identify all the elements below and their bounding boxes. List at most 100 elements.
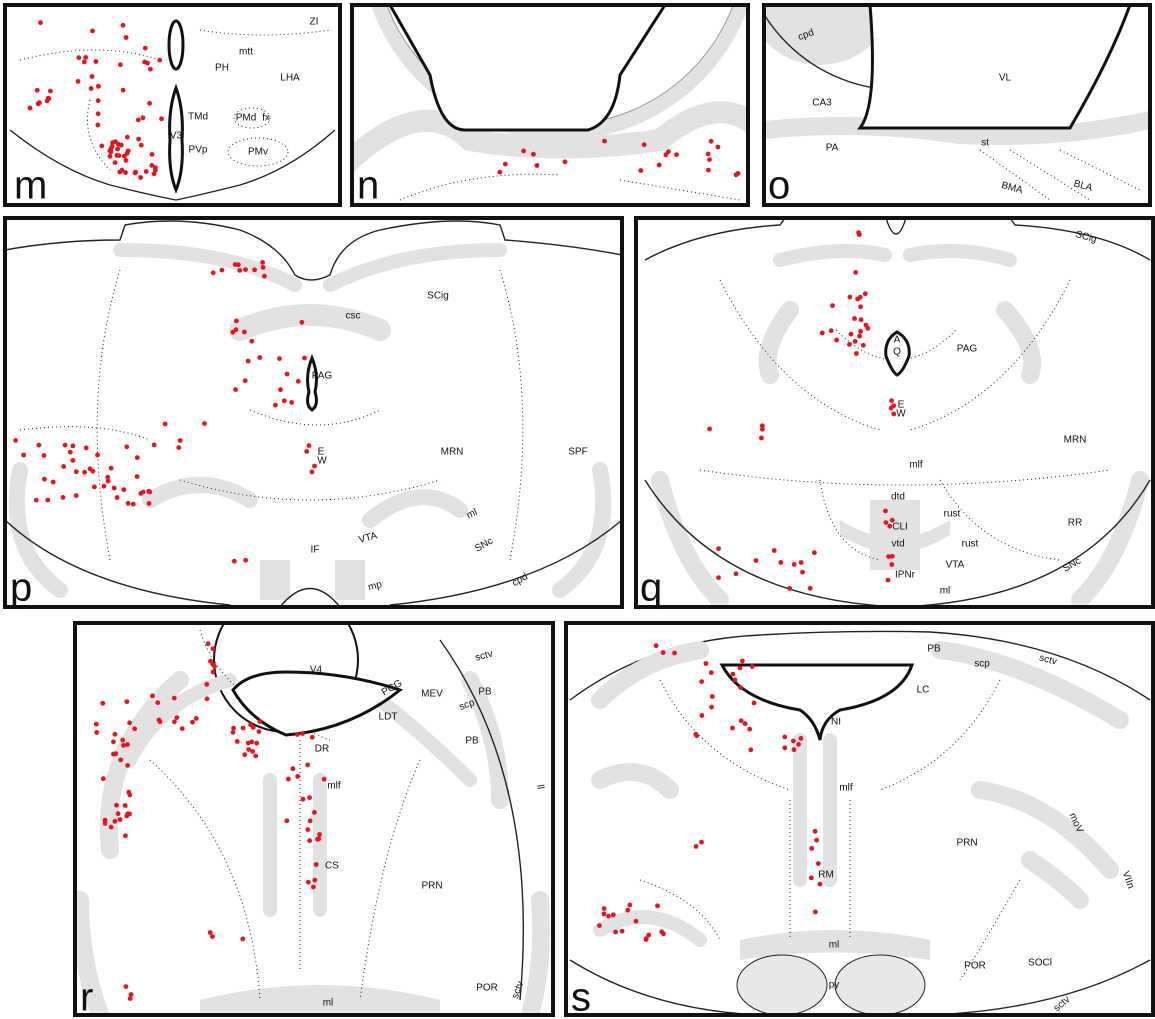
labeled-cell <box>231 726 236 731</box>
labeled-cell <box>834 338 839 343</box>
labeled-cell <box>890 554 895 559</box>
labeled-cell <box>204 682 209 687</box>
labeled-cell <box>886 578 891 583</box>
region-label: sctv <box>474 649 494 664</box>
region-label: CLI <box>892 522 908 533</box>
labeled-cell <box>796 742 801 747</box>
labeled-cell <box>613 930 618 935</box>
labeled-cell <box>138 491 143 496</box>
labeled-cell <box>809 876 814 881</box>
labeled-cell <box>300 320 305 325</box>
region-label: PMd <box>236 113 257 124</box>
labeled-cell <box>602 906 607 911</box>
labeled-cell <box>121 88 126 93</box>
labeled-cell <box>125 742 130 747</box>
labeled-cell <box>853 339 858 344</box>
labeled-cell <box>94 59 99 64</box>
labeled-cell <box>145 61 150 66</box>
labeled-cell <box>889 398 894 403</box>
labeled-cell <box>76 79 81 84</box>
labeled-cell <box>310 735 315 740</box>
labeled-cell <box>738 685 743 690</box>
labeled-cell <box>74 469 79 474</box>
labeled-cell <box>152 171 157 176</box>
labeled-cell <box>234 319 239 324</box>
labeled-cell <box>891 403 896 408</box>
labeled-cell <box>257 729 262 734</box>
region-label: ll <box>534 784 546 790</box>
labeled-cell <box>208 659 213 664</box>
labeled-cell <box>68 450 73 455</box>
region-label: mp <box>367 579 384 593</box>
labeled-cell <box>121 743 126 748</box>
labeled-cell <box>242 752 247 757</box>
labeled-cell <box>858 295 863 300</box>
labeled-cell <box>674 152 679 157</box>
region-label: rust <box>962 539 979 550</box>
labeled-cell <box>113 732 118 737</box>
region-label: POR <box>476 983 498 994</box>
labeled-cell <box>113 819 118 824</box>
labeled-cell <box>63 443 68 448</box>
region-label: LDT <box>379 712 398 723</box>
labeled-cell <box>734 571 739 576</box>
labeled-cell <box>118 170 123 175</box>
labeled-cell <box>96 111 101 116</box>
labeled-cell <box>847 342 852 347</box>
labeled-cell <box>312 464 317 469</box>
labeled-cell <box>211 670 216 675</box>
labeled-cell <box>138 175 143 180</box>
labeled-cell <box>206 641 211 646</box>
labeled-cell <box>45 99 50 104</box>
labeled-cell <box>307 443 312 448</box>
labeled-cell <box>863 291 868 296</box>
labeled-cell <box>694 844 699 849</box>
labeled-cell <box>820 331 825 336</box>
region-label: mlf <box>909 460 923 471</box>
labeled-cell <box>211 646 216 651</box>
region-label: dtd <box>891 492 905 503</box>
labeled-cell <box>94 730 99 735</box>
labeled-cell <box>34 498 39 503</box>
labeled-cell <box>89 86 94 91</box>
region-label: BMA <box>1000 180 1024 196</box>
region-label: A <box>894 335 901 346</box>
region-label: VTA <box>946 560 965 571</box>
region-label: SOCl <box>1028 958 1052 969</box>
labeled-cell <box>115 495 120 500</box>
region-label: mlf <box>327 781 341 792</box>
labeled-cell <box>747 727 752 732</box>
labeled-cell <box>663 152 668 157</box>
labeled-cell <box>778 560 783 565</box>
labeled-cell <box>312 810 317 815</box>
labeled-cell <box>124 444 129 449</box>
labeled-cell <box>602 139 607 144</box>
labeled-cell <box>830 303 835 308</box>
labeled-cell <box>240 937 245 942</box>
region-label: cpd <box>510 571 529 589</box>
labeled-cell <box>211 270 216 275</box>
labeled-cell <box>136 137 141 142</box>
region-label: st <box>981 138 989 149</box>
labeled-cell <box>305 763 310 768</box>
labeled-cell <box>889 562 894 567</box>
labeled-cell <box>282 398 287 403</box>
region-label: ml <box>829 940 840 951</box>
region-label: LC <box>917 685 930 696</box>
labeled-cell <box>94 722 99 727</box>
labeled-cell <box>233 387 238 392</box>
labeled-cell <box>257 719 262 724</box>
labeled-cell <box>125 135 130 140</box>
labeled-cell <box>261 265 266 270</box>
labeled-cell <box>121 23 126 28</box>
labeled-cell <box>291 766 296 771</box>
labeled-cell <box>739 718 744 723</box>
region-label: POR <box>964 961 986 972</box>
labeled-cell <box>126 149 131 154</box>
labeled-cell <box>232 559 237 564</box>
labeled-cell <box>246 747 251 752</box>
labeled-cell <box>706 152 711 157</box>
labeled-cell <box>743 721 748 726</box>
panel-letter: m <box>14 164 47 208</box>
labeled-cell <box>123 803 128 808</box>
